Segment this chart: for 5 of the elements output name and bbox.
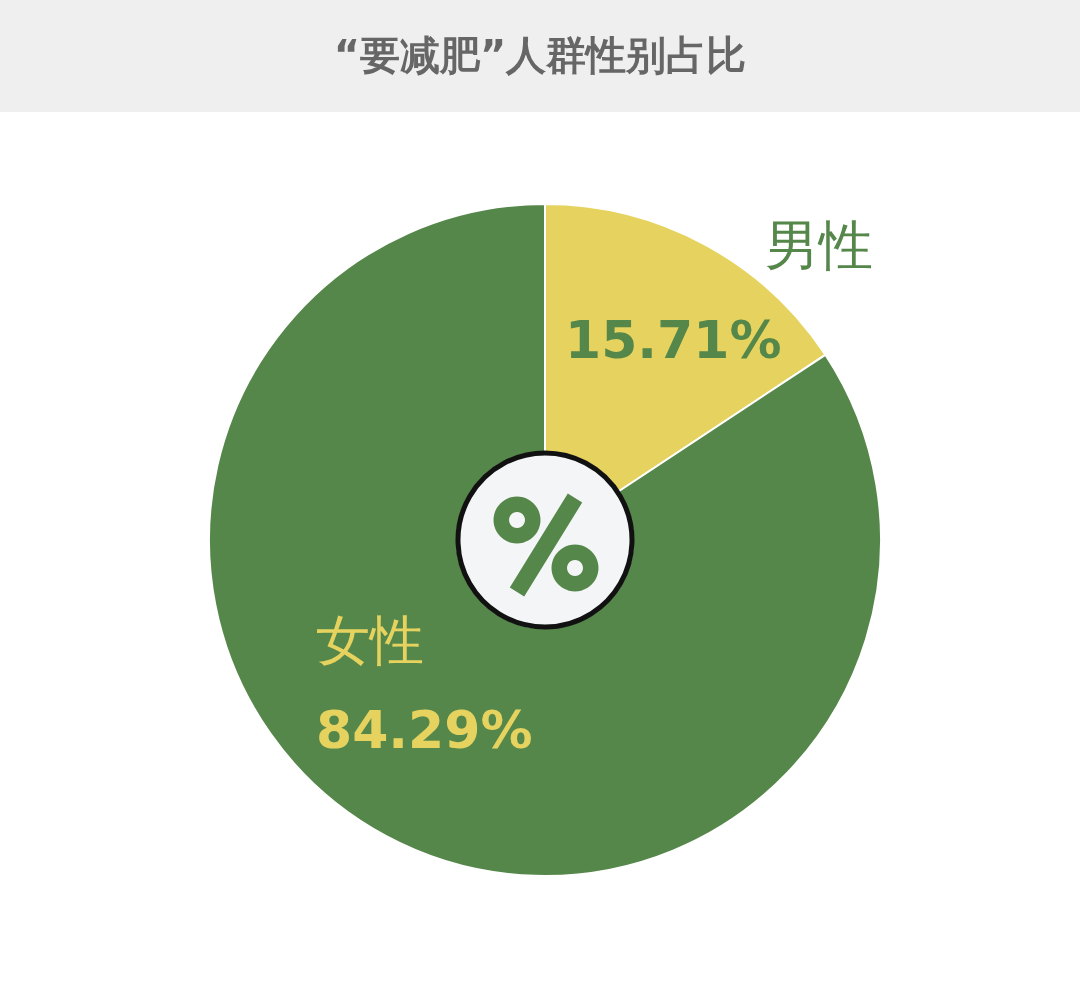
slice-label: 男性 (765, 213, 873, 277)
data-label: 84.29% (316, 700, 533, 760)
slice-label: 女性 (316, 608, 424, 672)
data-label: 15.71% (565, 310, 782, 370)
chart-title: “要减肥”人群性别占比 (333, 32, 747, 78)
